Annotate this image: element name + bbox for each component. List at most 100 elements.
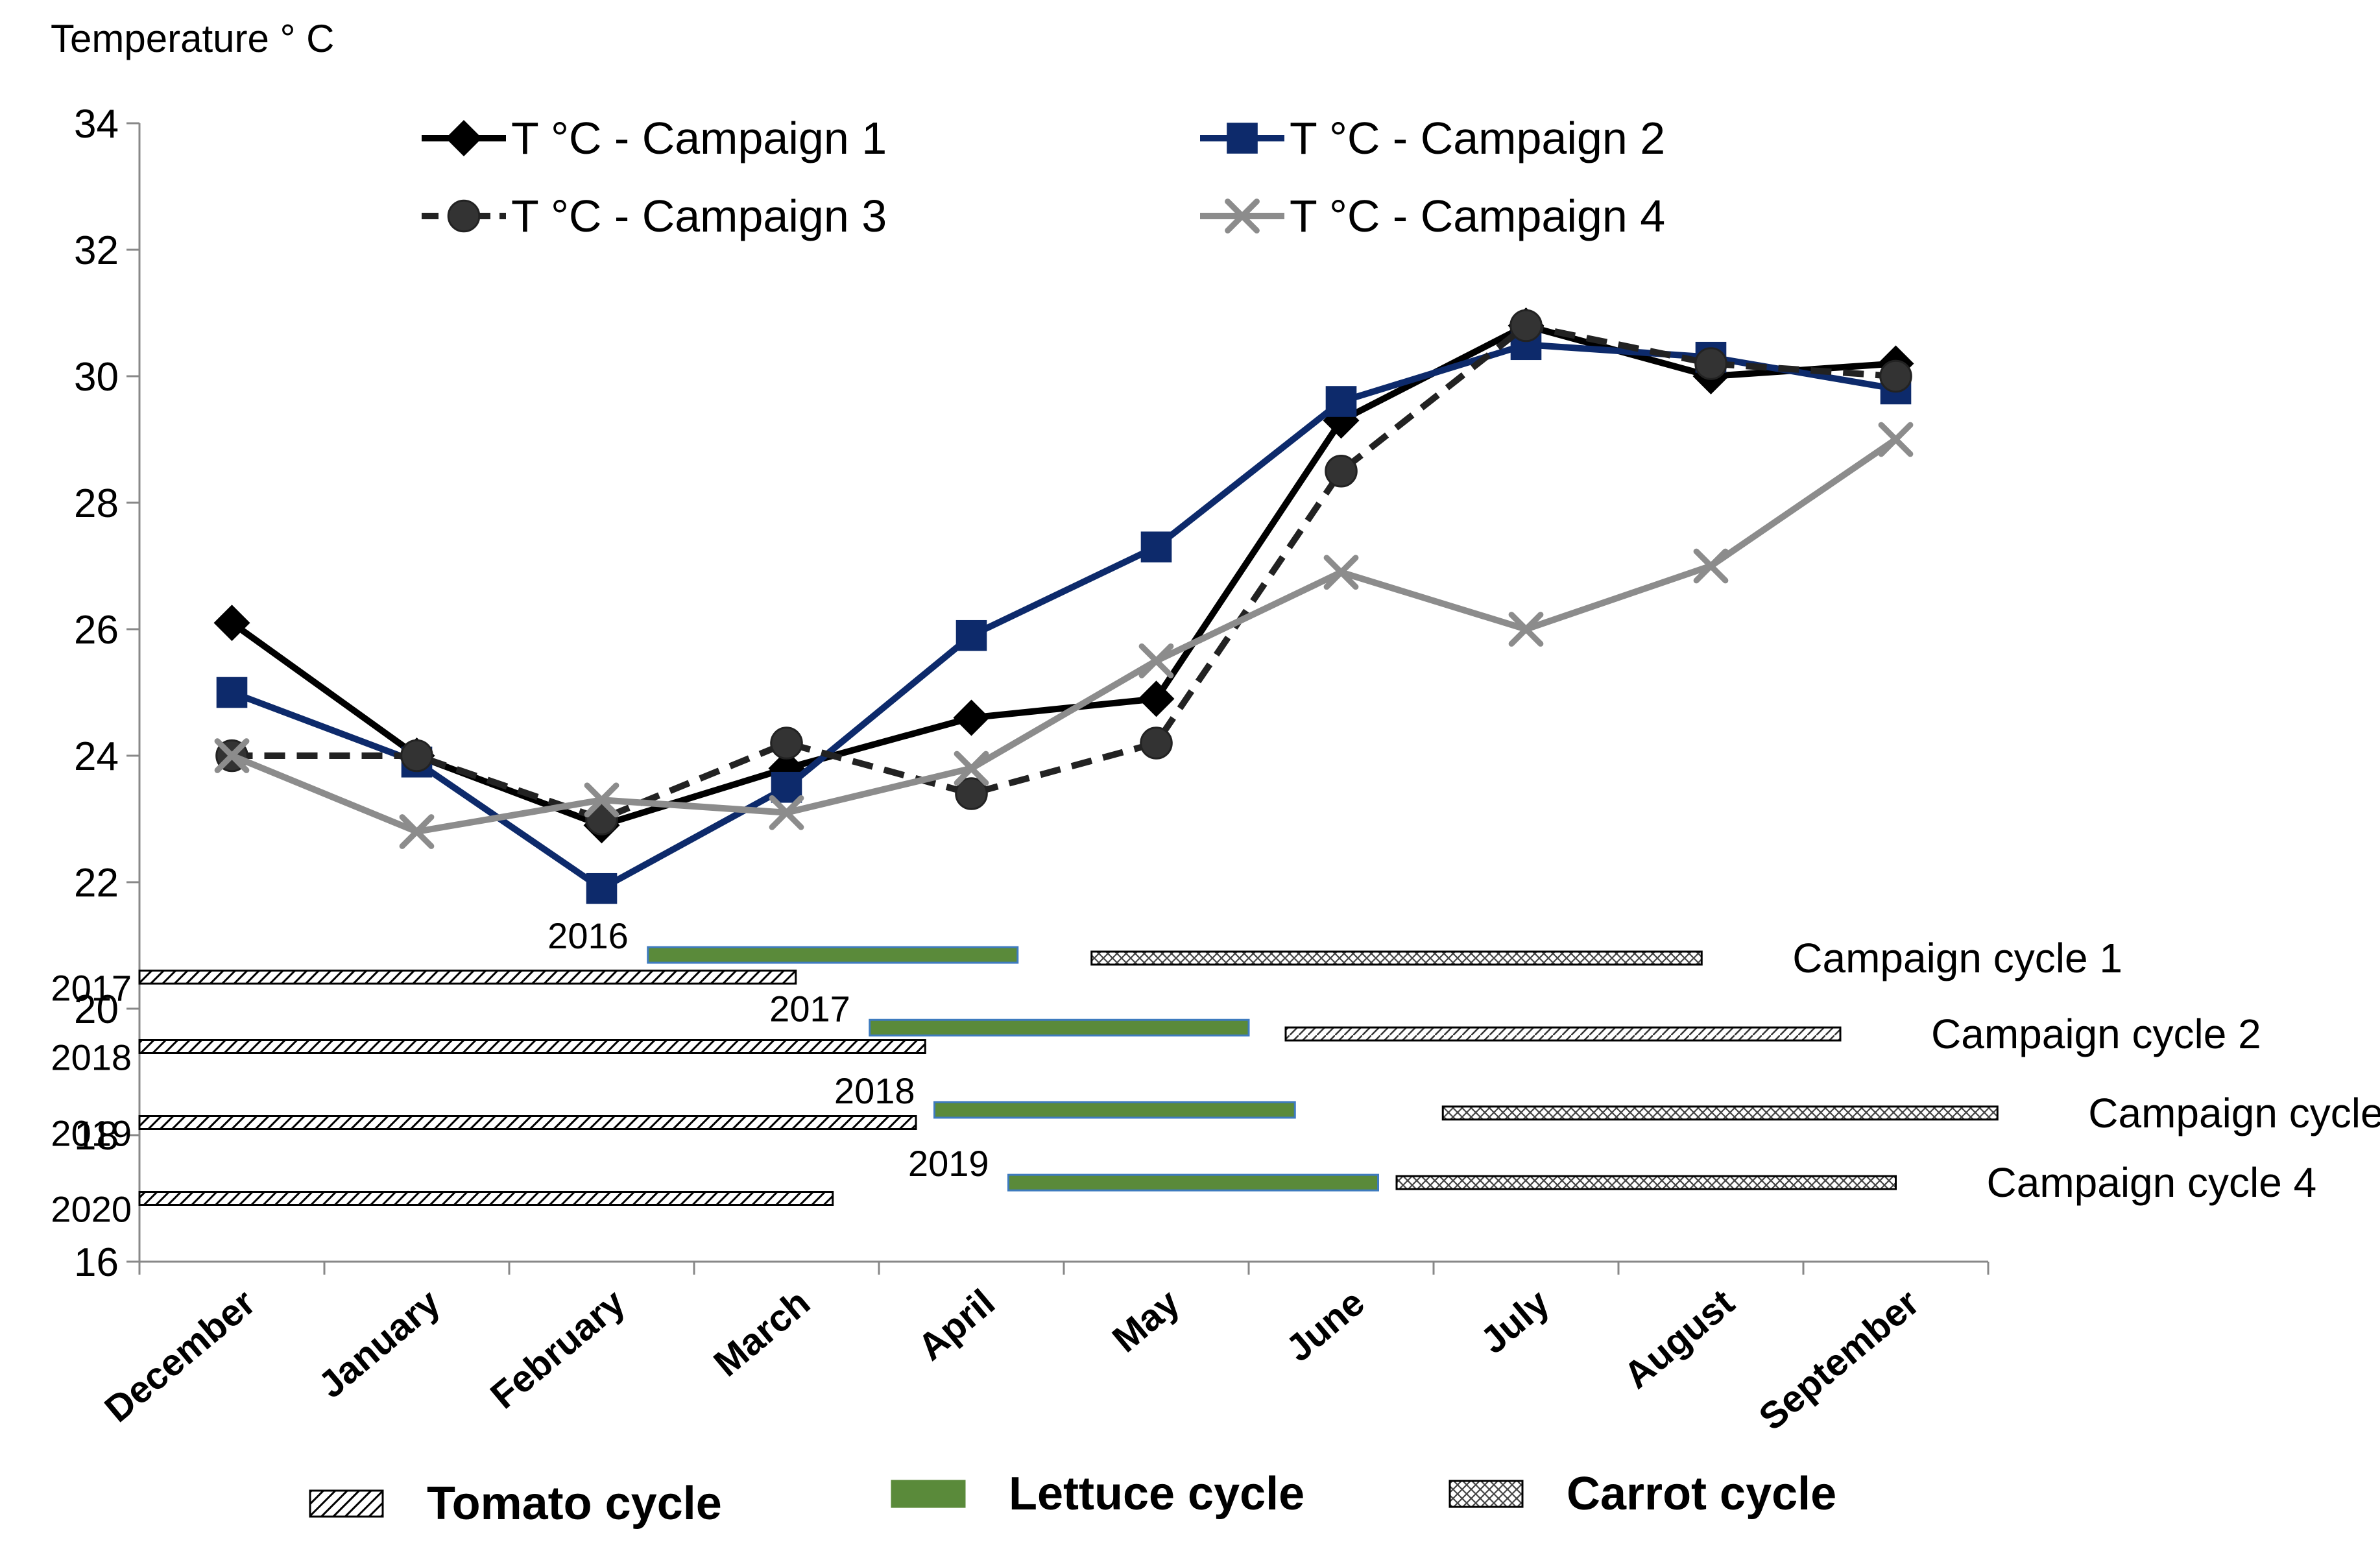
campaign-cycle-label: Campaign cycle 1 — [1792, 935, 2122, 981]
y-tick-label: 34 — [74, 102, 119, 147]
data-point-square — [771, 771, 802, 803]
data-point-diamond — [1138, 680, 1175, 717]
y-tick-label: 20 — [74, 987, 119, 1032]
cycle-legend-swatch — [1448, 1480, 1524, 1508]
lettuce-cycle-bar — [933, 1101, 1296, 1119]
tomato-cycle-bar — [138, 1191, 834, 1206]
lettuce-cycle-bar — [869, 1018, 1250, 1037]
y-axis-label: Temperature ° C — [51, 17, 335, 60]
carrot-cycle-bar — [1090, 950, 1703, 966]
data-point-circle — [400, 739, 433, 773]
series-2 — [216, 329, 1912, 904]
data-point-diamond — [446, 120, 482, 156]
x-tick-label: April — [910, 1281, 1003, 1369]
carrot-cycle-bar — [1395, 1175, 1897, 1190]
legend-label: T °C - Campaign 1 — [511, 113, 887, 163]
x-tick-label: March — [706, 1281, 818, 1385]
x-tick-label: January — [311, 1281, 448, 1406]
data-point-square — [956, 619, 987, 651]
data-point-circle — [955, 777, 988, 810]
data-point-circle — [1694, 347, 1727, 380]
cycle-legend-label: Lettuce cycle — [1009, 1468, 1304, 1520]
y-tick-label: 24 — [74, 734, 119, 779]
series-3 — [215, 309, 1912, 835]
data-point-x — [1508, 612, 1544, 647]
lettuce-year-label: 2016 — [547, 915, 629, 956]
data-point-diamond — [213, 605, 250, 642]
data-point-x — [214, 738, 250, 773]
campaign-cycle-label: Campaign cycle 4 — [1987, 1159, 2317, 1206]
carrot-cycle-bar — [1284, 1026, 1842, 1042]
cycle-legend-swatch — [891, 1480, 966, 1508]
data-point-x — [1693, 548, 1729, 584]
y-tick-label: 32 — [74, 228, 119, 273]
data-point-circle — [1140, 727, 1173, 760]
data-point-x — [1138, 643, 1174, 679]
series-line — [230, 437, 1898, 835]
tomato-cycle-bar — [138, 969, 797, 985]
lettuce-year-label: 2017 — [769, 988, 850, 1029]
y-tick-label: 26 — [74, 608, 119, 653]
tomato-year-label: 2017 — [51, 967, 132, 1008]
y-tick-label: 16 — [74, 1240, 119, 1285]
y-tick-label: 18 — [74, 1114, 119, 1159]
legend-label: T °C - Campaign 2 — [1290, 113, 1665, 163]
data-point-x — [769, 795, 804, 830]
data-point-circle — [1325, 454, 1358, 488]
data-point-square — [1325, 386, 1357, 417]
tomato-year-label: 2018 — [51, 1037, 132, 1078]
y-tick-label: 22 — [74, 861, 119, 906]
data-point-circle — [1509, 309, 1543, 342]
data-point-x — [1878, 422, 1914, 457]
series-line — [230, 341, 1897, 892]
data-point-square — [586, 872, 618, 904]
legend-label: T °C - Campaign 3 — [511, 191, 887, 241]
tomato-year-label: 2019 — [51, 1113, 132, 1154]
lettuce-year-label: 2018 — [834, 1070, 915, 1111]
cycle-legend-item: Lettuce cycle — [891, 1468, 1304, 1520]
data-point-x — [1323, 555, 1359, 590]
data-point-square — [1227, 123, 1258, 154]
legend-item: T °C - Campaign 3 — [422, 191, 887, 241]
tomato-cycle-bar — [138, 1115, 917, 1130]
data-point-x — [584, 782, 619, 818]
cycle-legend-item: Tomato cycle — [309, 1478, 722, 1530]
cycle-legend-label: Carrot cycle — [1567, 1468, 1836, 1520]
lettuce-year-label: 2019 — [908, 1143, 989, 1184]
legend-label: T °C - Campaign 4 — [1290, 191, 1665, 241]
data-point-x — [954, 751, 989, 786]
lettuce-cycle-bar — [1007, 1173, 1379, 1192]
campaign-cycle-label: Campaign cycle 2 — [1931, 1011, 2261, 1057]
tomato-cycle-bar — [138, 1039, 926, 1054]
data-point-square — [1140, 531, 1172, 563]
x-tick-label: July — [1472, 1281, 1557, 1362]
x-tick-label: December — [97, 1281, 263, 1430]
x-tick-label: February — [483, 1281, 633, 1417]
x-tick-label: May — [1105, 1281, 1188, 1360]
data-point-circle — [447, 199, 481, 233]
x-tick-label: June — [1278, 1281, 1372, 1370]
series-4 — [214, 422, 1914, 849]
legend-item: T °C - Campaign 1 — [422, 113, 887, 163]
data-point-square — [216, 677, 248, 708]
x-tick-label: August — [1616, 1281, 1742, 1397]
tomato-year-label: 2020 — [51, 1189, 132, 1230]
legend-item: T °C - Campaign 4 — [1200, 191, 1665, 241]
data-point-circle — [1879, 359, 1912, 393]
cycle-legend-label: Tomato cycle — [427, 1478, 722, 1530]
data-point-diamond — [953, 699, 990, 736]
x-tick-label: September — [1751, 1281, 1927, 1438]
series-line — [232, 322, 1896, 823]
series-1 — [213, 307, 1914, 844]
lettuce-cycle-bar — [647, 946, 1019, 964]
data-point-circle — [770, 727, 803, 760]
carrot-cycle-bar — [1441, 1105, 1999, 1121]
cycle-legend-item: Carrot cycle — [1448, 1468, 1836, 1520]
legend-item: T °C - Campaign 2 — [1200, 113, 1665, 163]
campaign-cycle-label: Campaign cycle 3 — [2088, 1090, 2380, 1136]
series-line — [230, 322, 1896, 829]
data-point-x — [1225, 198, 1260, 234]
cycle-legend-swatch — [309, 1489, 384, 1518]
